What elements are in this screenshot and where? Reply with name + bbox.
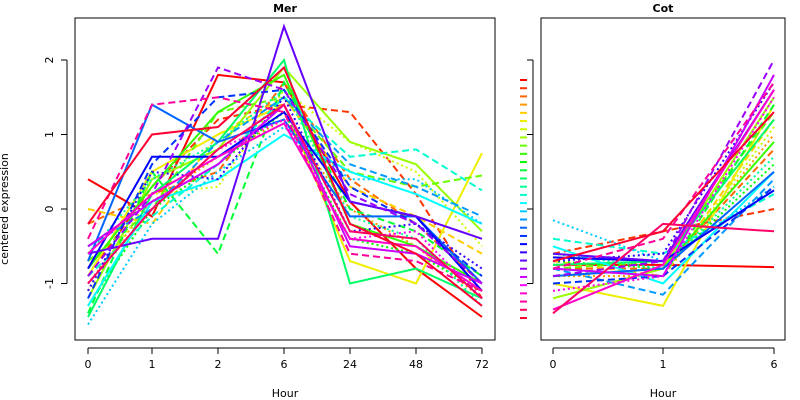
- cot-series-line: [552, 111, 775, 263]
- cot-x-tick-label: 0: [550, 358, 557, 371]
- mer-x-tick-label: 72: [475, 358, 489, 371]
- mer-x-tick-label: 6: [281, 358, 288, 371]
- y-tick-label: 2: [43, 57, 56, 64]
- cot-series-line: [552, 96, 775, 292]
- mer-x-tick-label: 2: [215, 358, 222, 371]
- mer-plot-frame: [74, 17, 496, 341]
- cot-series-line: [552, 171, 775, 278]
- mer-x-tick-label: 1: [149, 358, 156, 371]
- mer-series-line: [87, 65, 483, 307]
- mer-x-tick-label: 0: [85, 358, 92, 371]
- cot-series-line: [552, 81, 775, 270]
- mer-series-line: [87, 96, 483, 292]
- mer-panel-title: Mer: [273, 2, 297, 15]
- cot-series-line: [552, 74, 775, 278]
- cot-series-line: [552, 104, 775, 308]
- cot-plot-frame: [540, 17, 786, 341]
- mer-series-group: [87, 23, 483, 326]
- cot-panel-title: Cot: [653, 2, 674, 15]
- cot-series-line: [552, 89, 775, 311]
- mer-series-line: [87, 95, 483, 292]
- y-tick-label: 0: [43, 206, 56, 213]
- cot-series-line: [552, 185, 775, 263]
- cot-x-axis-title: Hour: [650, 387, 677, 400]
- cot-series-line: [552, 89, 775, 263]
- y-tick-label: -1: [43, 278, 56, 289]
- mer-series-line: [87, 23, 483, 255]
- mer-x-tick-label: 48: [409, 358, 423, 371]
- cot-series-group: [552, 59, 775, 315]
- mer-series-line: [87, 88, 483, 299]
- cot-x-tick-label: 1: [660, 358, 667, 371]
- mer-x-tick-label: 24: [343, 358, 357, 371]
- mer-series-line: [87, 125, 483, 326]
- cot-panel: 0 1 6: [520, 59, 778, 371]
- cot-x-tick-label: 6: [771, 358, 778, 371]
- mer-x-axis-title: Hour: [272, 387, 299, 400]
- mer-panel: 0 1 2 6 24 48 72 -1 0 1 2: [43, 23, 489, 371]
- mer-series-line: [87, 103, 483, 300]
- mer-series-line: [87, 121, 483, 292]
- y-tick-label: 1: [43, 131, 56, 138]
- cot-series-line: [552, 178, 775, 296]
- mer-series-line: [87, 73, 483, 318]
- cot-series-line: [552, 222, 775, 315]
- y-axis-title: centered expression: [0, 153, 11, 265]
